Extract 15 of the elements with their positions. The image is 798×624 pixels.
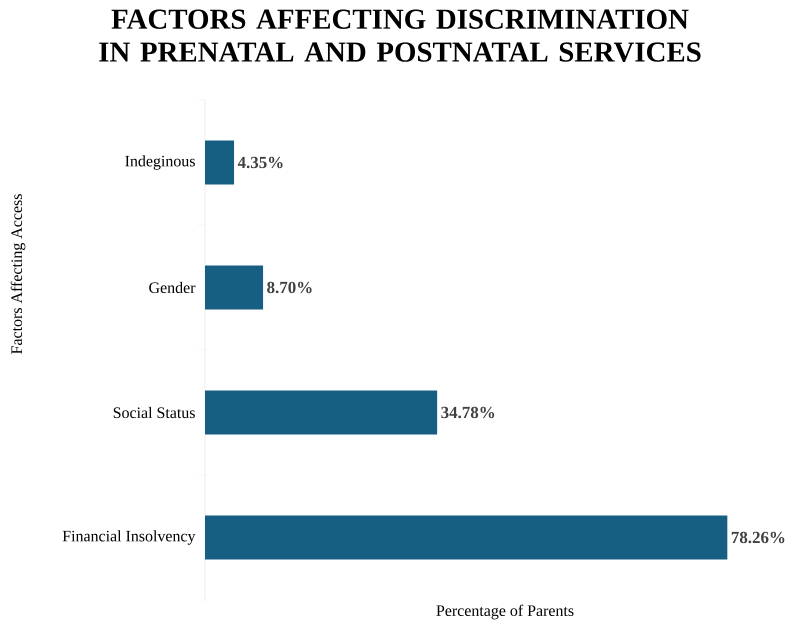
bar <box>205 390 438 434</box>
data-label: 8.70% <box>267 282 312 294</box>
y-tick-label: Indeginous <box>125 155 195 170</box>
y-tick-label: Gender <box>149 282 196 294</box>
x-axis-title: Percentage of Parents <box>436 604 574 620</box>
data-label: 4.35% <box>238 156 283 168</box>
y-tick-label: Financial Insolvency <box>62 530 196 545</box>
y-axis-title: Factors Affecting Access <box>10 194 26 354</box>
y-tick-label: Social Status <box>114 406 195 418</box>
chart-title: FACTORS AFFECTING DISCRIMINATION IN PRENATAL AND POSTNATAL SERVICES <box>99 10 701 62</box>
bar <box>205 265 264 310</box>
bar <box>205 515 728 560</box>
bar <box>205 140 234 184</box>
data-label: 34.78% <box>441 406 494 418</box>
data-label: 78.26% <box>732 532 784 544</box>
